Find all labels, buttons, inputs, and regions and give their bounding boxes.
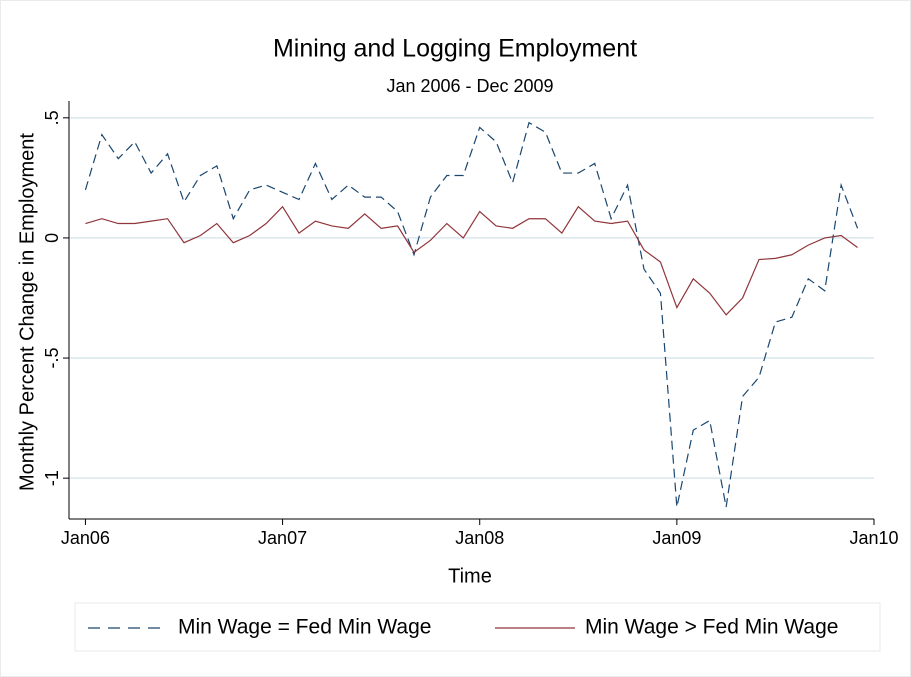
- y-axis-title: Monthly Percent Change in Employment: [16, 133, 38, 491]
- series-line: [84, 121, 859, 508]
- chart-title: Mining and Logging Employment: [273, 35, 637, 63]
- legend-label: Min Wage = Fed Min Wage: [178, 616, 431, 639]
- x-tick-label: Jan06: [61, 528, 110, 548]
- x-tick-label: Jan09: [652, 528, 701, 548]
- chart-subtitle: Jan 2006 - Dec 2009: [386, 76, 553, 96]
- legend-box: [74, 602, 881, 652]
- x-axis-title: Time: [448, 565, 492, 587]
- y-tick-label: 0: [42, 233, 62, 243]
- x-tick-label: Jan10: [849, 528, 898, 548]
- x-tick-label: Jan08: [455, 528, 504, 548]
- x-tick-label: Jan07: [258, 528, 307, 548]
- series-line: [85, 205, 858, 316]
- y-tick-label: -1: [42, 470, 62, 486]
- legend-label: Min Wage > Fed Min Wage: [585, 616, 838, 639]
- y-tick-label: -.5: [42, 348, 62, 369]
- y-tick-label: .5: [42, 110, 62, 125]
